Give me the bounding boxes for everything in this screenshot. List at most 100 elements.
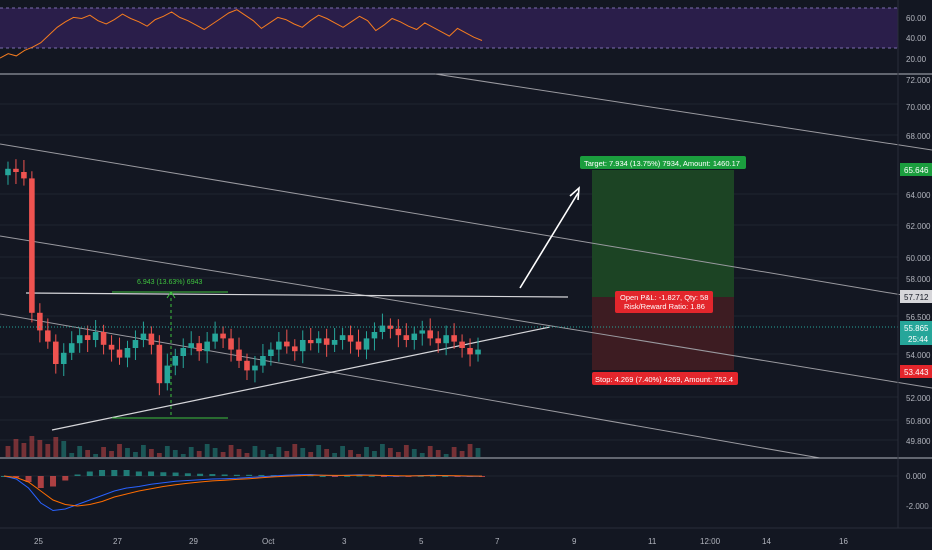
candle-body <box>371 332 378 339</box>
candle-body <box>395 328 402 336</box>
macd-histogram-bar <box>319 476 326 477</box>
candle-body <box>284 341 290 347</box>
volume-bar <box>387 448 393 457</box>
candle-body <box>116 349 123 358</box>
volume-bar <box>125 448 130 457</box>
time-tick-3: 3 <box>342 537 347 546</box>
volume-bar <box>475 448 481 457</box>
rsi-tick-20: 20.00 <box>906 55 927 64</box>
time-tick-11: 11 <box>648 537 657 546</box>
volume-bar <box>300 448 306 457</box>
svg-text:55.865: 55.865 <box>904 324 929 333</box>
macd-histogram-bar <box>429 475 436 477</box>
volume-bar <box>212 448 218 457</box>
candle-body <box>475 349 481 355</box>
volume-bar <box>236 449 242 457</box>
candle-body <box>140 333 147 340</box>
candle-body <box>291 346 298 352</box>
volume-bar <box>172 450 178 457</box>
volume-bar <box>204 444 210 457</box>
candle-body <box>331 340 338 345</box>
candle-body <box>196 343 202 352</box>
volume-bar <box>435 450 441 457</box>
volume-bar <box>451 447 457 457</box>
macd-histogram-bar <box>442 476 449 477</box>
candle-body <box>45 330 51 342</box>
candle-body <box>323 338 330 345</box>
rsi-tick-60: 60.00 <box>906 14 927 23</box>
candle-body <box>84 335 91 340</box>
volume-bar <box>29 436 35 457</box>
volume-bar <box>395 452 401 457</box>
volume-bar <box>459 451 465 457</box>
time-tick-16: 16 <box>839 537 848 546</box>
macd-histogram-bar <box>99 470 106 476</box>
volume-bar <box>133 452 138 457</box>
time-axis[interactable]: 25 27 29 Oct 3 5 7 9 11 12:00 14 16 <box>0 527 932 546</box>
time-tick-9: 9 <box>572 537 577 546</box>
macd-panel[interactable]: 0.000 -2.000 <box>0 470 929 512</box>
volume-bar <box>148 449 154 457</box>
price-panel[interactable]: 6.943 (13.63%) 6943 Target: 7.934 (13.75… <box>0 73 932 459</box>
macd-histogram-bar <box>184 473 191 476</box>
candle-body <box>268 349 274 356</box>
volume-bar <box>340 446 345 457</box>
price-grid <box>0 103 898 441</box>
candle-body <box>419 330 426 334</box>
stop-price-badge: 53.443 <box>900 365 932 378</box>
volume-bar <box>244 453 250 457</box>
price-tick-64: 64.000 <box>906 191 931 200</box>
volume-bars <box>5 436 481 457</box>
candle-body <box>260 356 266 366</box>
volume-bar <box>268 454 274 457</box>
volume-bar <box>364 447 369 457</box>
pnl-label[interactable]: Open P&L: -1.827, Qty: 58 Risk/Reward Ra… <box>615 291 713 313</box>
price-tick-58: 58.000 <box>906 275 931 284</box>
projection-arrow-line <box>519 192 579 289</box>
candle-body <box>315 338 322 344</box>
time-tick-7: 7 <box>495 537 500 546</box>
svg-text:25:44: 25:44 <box>908 335 929 344</box>
macd-histogram-bar <box>454 476 461 477</box>
candle-body <box>244 360 250 371</box>
candle-body <box>29 178 35 313</box>
macd-histogram-bar <box>148 471 155 476</box>
macd-histogram-bar <box>209 474 216 476</box>
macd-tick-0: 0.000 <box>906 472 927 481</box>
macd-histogram-bar <box>233 474 240 476</box>
macd-histogram-bar <box>13 476 20 478</box>
candle-body <box>347 335 354 342</box>
measure-arrow <box>166 291 176 299</box>
volume-bar <box>164 446 170 457</box>
ratio-label-text: Risk/Reward Ratio: 1.86 <box>624 302 705 311</box>
candle-body <box>188 343 195 348</box>
volume-bar <box>467 444 473 457</box>
time-tick-27: 27 <box>113 537 122 546</box>
macd-histogram-bar <box>344 475 351 477</box>
stop-label[interactable]: Stop: 4.269 (7.40%) 4269, Amount: 752.4 <box>592 372 738 385</box>
target-label[interactable]: Target: 7.934 (13.75%) 7934, Amount: 146… <box>580 156 746 169</box>
candle-body <box>339 335 346 340</box>
macd-histogram-bar <box>380 476 387 477</box>
rsi-panel[interactable]: 60.00 40.00 20.00 <box>0 7 927 64</box>
candle-body <box>307 340 314 344</box>
price-tick-60: 60.000 <box>906 254 931 263</box>
time-tick-oct: Oct <box>262 537 275 546</box>
resistance-line <box>25 292 569 298</box>
macd-histogram-bar <box>37 476 44 488</box>
candle-body <box>379 325 386 332</box>
candle-body <box>252 365 258 371</box>
volume-bar <box>228 445 234 457</box>
candle-body <box>355 341 362 350</box>
candle-body <box>220 333 226 339</box>
candle-body <box>403 335 410 340</box>
candle-body <box>276 341 282 350</box>
macd-histogram-bar <box>356 475 363 477</box>
macd-histogram-bar <box>111 470 118 476</box>
volume-bar <box>427 446 433 457</box>
price-tick-70: 70.000 <box>906 103 931 112</box>
macd-histogram-bar <box>86 471 93 476</box>
rsi-tick-40: 40.00 <box>906 34 927 43</box>
